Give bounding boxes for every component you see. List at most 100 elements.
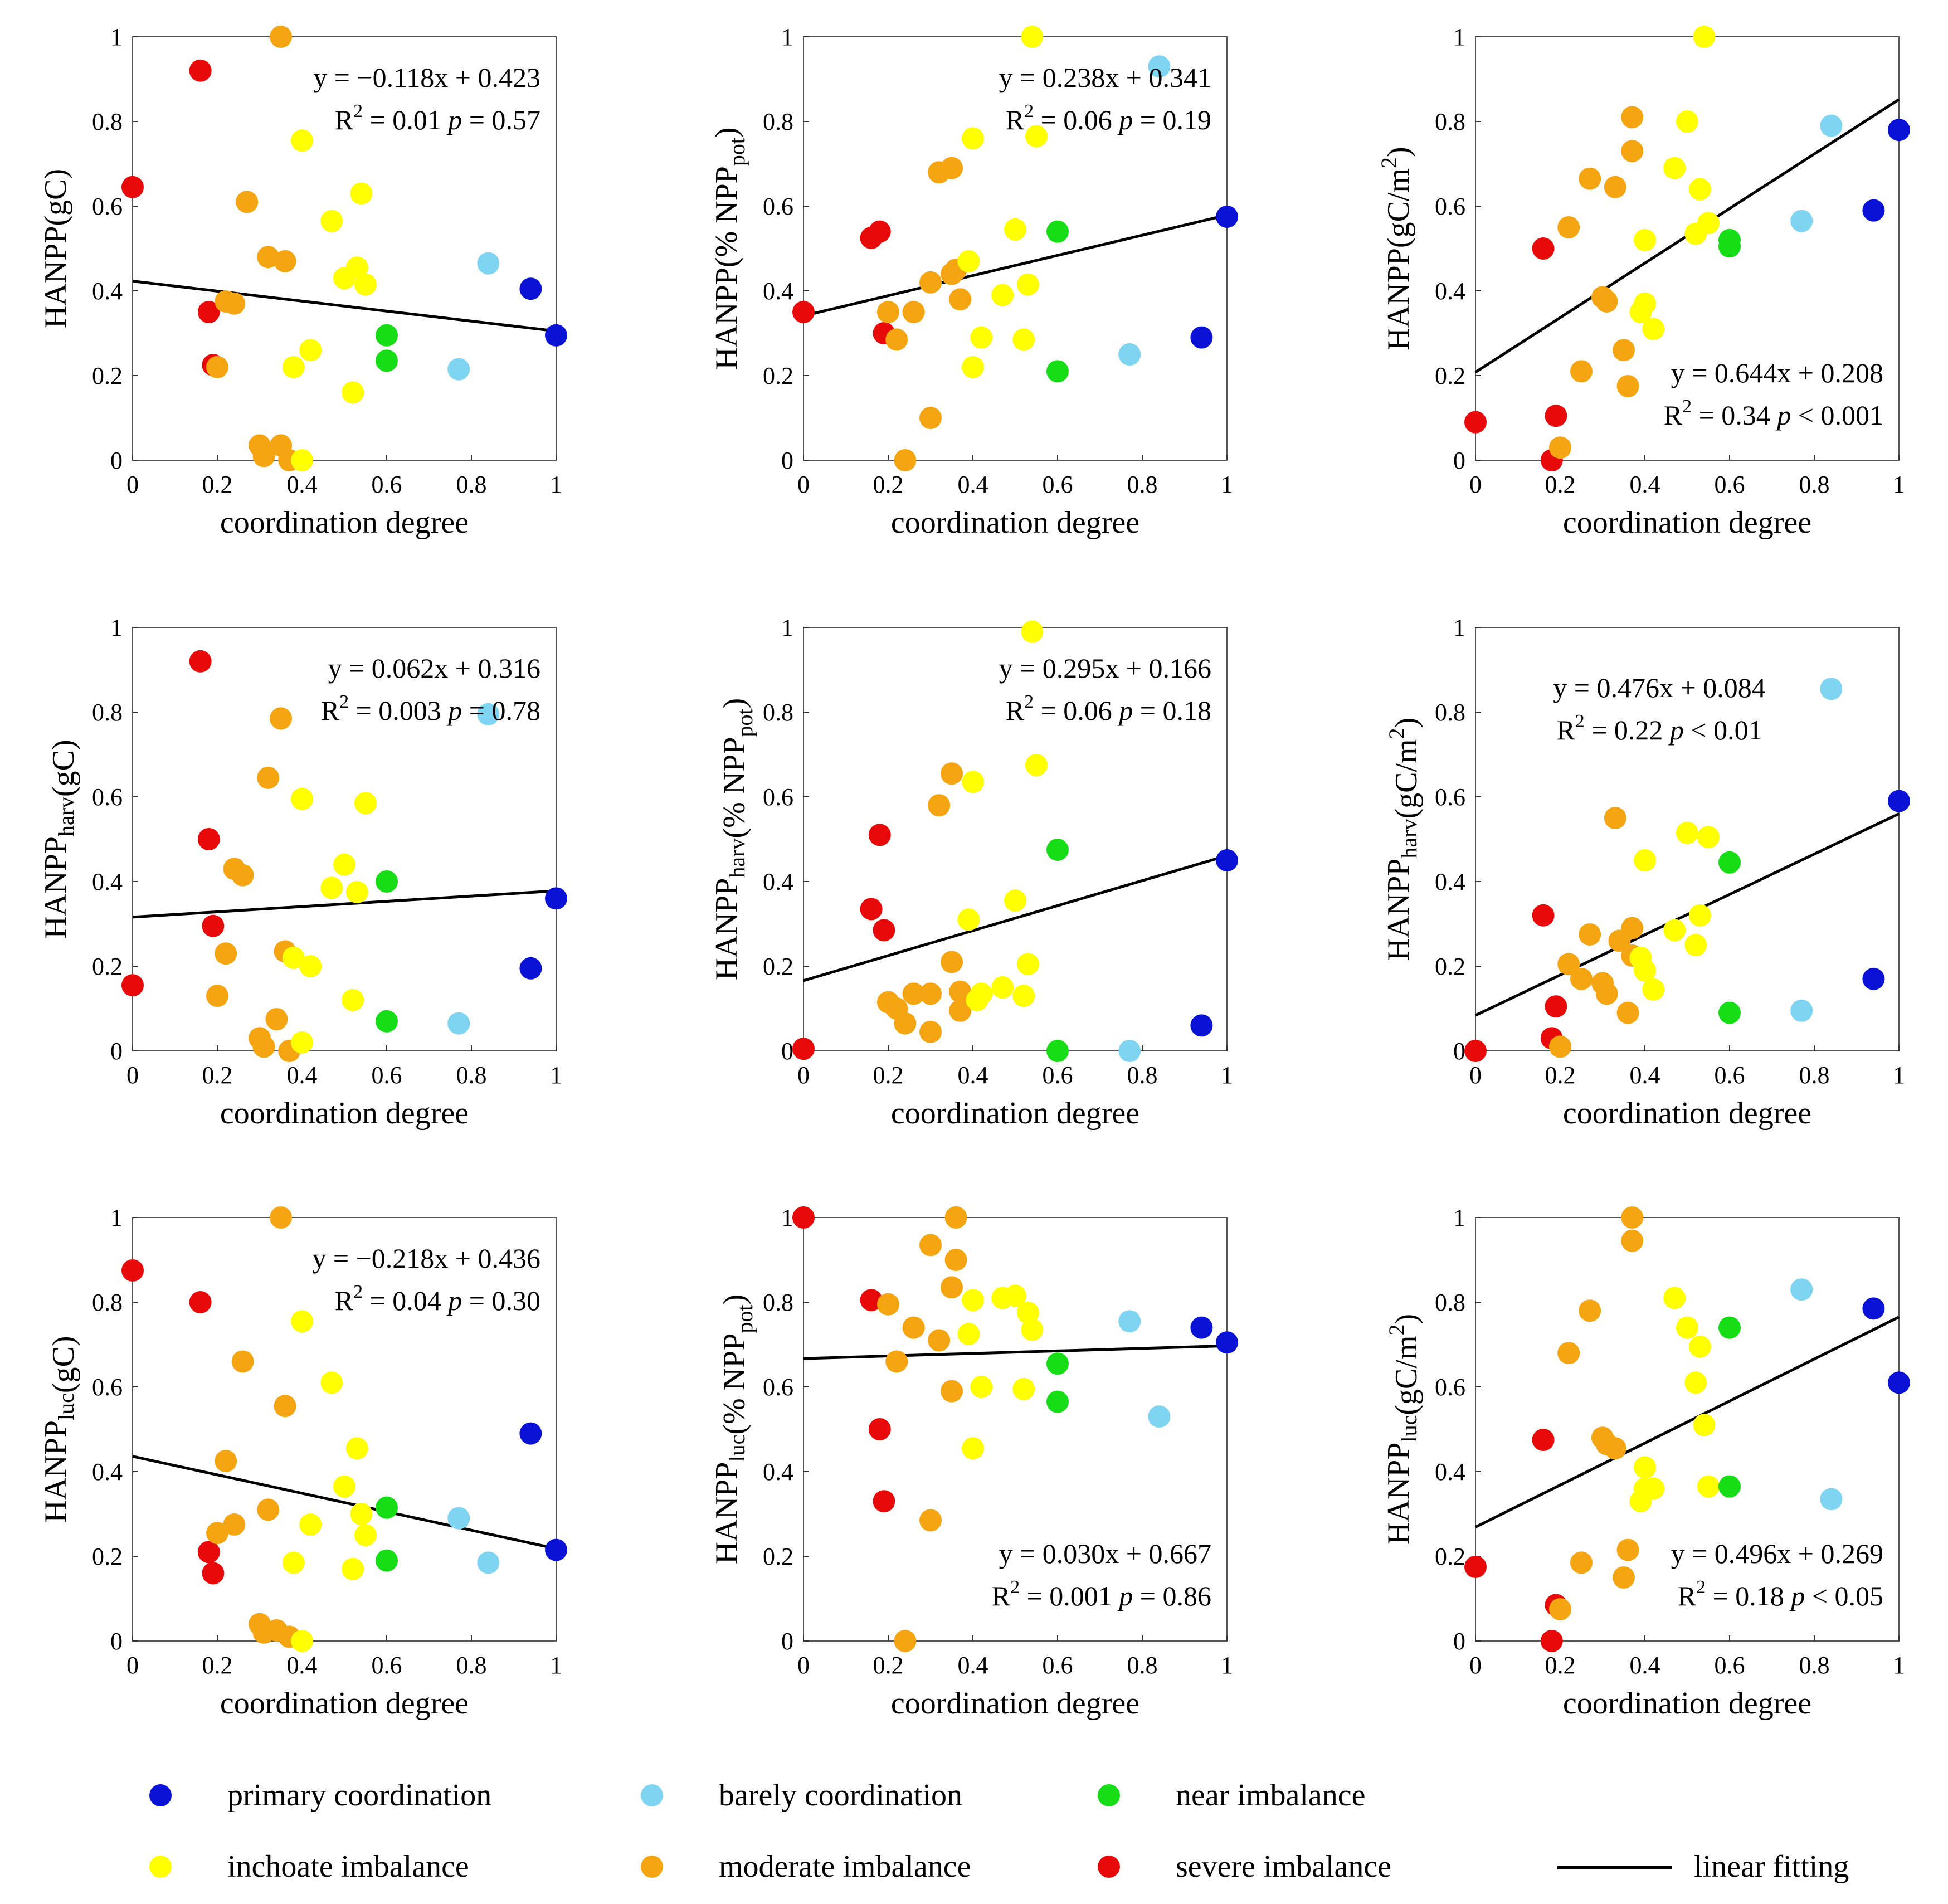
fit-statistics: R2 = 0.22 p < 0.01: [1556, 711, 1762, 746]
y-tick-label: 0.2: [763, 362, 793, 389]
data-point-severe: [873, 919, 895, 942]
fit-statistics: R2 = 0.001 p = 0.86: [992, 1577, 1211, 1611]
data-point-inchoate: [342, 1557, 364, 1580]
data-point-severe: [1532, 237, 1555, 260]
data-point-inchoate: [333, 1475, 355, 1498]
data-point-moderate: [1579, 923, 1601, 946]
data-point-inchoate: [282, 1551, 305, 1574]
data-point-severe: [792, 1206, 815, 1229]
data-point-near: [376, 1010, 398, 1033]
linear-fit-line: [132, 889, 557, 919]
data-point-inchoate: [970, 326, 993, 349]
data-point-inchoate: [962, 1289, 984, 1312]
data-point-moderate: [1604, 176, 1626, 198]
data-point-moderate: [1570, 1551, 1593, 1574]
data-point-moderate: [1557, 953, 1580, 976]
data-point-near: [376, 870, 398, 893]
data-point-inchoate: [354, 273, 377, 296]
data-point-moderate: [944, 1206, 967, 1229]
data-point-severe: [121, 1259, 144, 1282]
data-point-inchoate: [991, 284, 1014, 306]
data-point-severe: [860, 898, 883, 921]
data-point-primary: [1216, 1331, 1238, 1354]
data-point-primary: [1862, 967, 1885, 990]
data-point-severe: [1545, 405, 1567, 427]
legend: primary coordination barely coordination n…: [149, 1778, 1849, 1884]
data-point-severe: [1464, 1556, 1487, 1578]
y-tick-label: 0.6: [763, 1374, 793, 1401]
x-tick-label: 0.6: [1043, 1061, 1073, 1089]
data-point-severe: [197, 1541, 220, 1564]
x-axis-label: coordination degree: [891, 1096, 1139, 1131]
y-tick-label: 0: [110, 1038, 123, 1065]
data-point-inchoate: [1012, 985, 1035, 1007]
data-point-moderate: [1613, 339, 1635, 362]
data-point-inchoate: [1684, 1371, 1707, 1394]
y-tick-label: 0.4: [763, 868, 793, 895]
data-point-severe: [792, 1038, 815, 1060]
data-point-near: [1046, 360, 1069, 383]
legend-marker-inchoate: [149, 1856, 172, 1878]
x-tick-label: 0.8: [456, 1061, 487, 1089]
x-tick-label: 0.4: [958, 1061, 988, 1089]
data-point-near: [376, 324, 398, 347]
y-tick-label: 0.2: [763, 953, 793, 980]
y-tick-label: 0: [781, 1038, 793, 1065]
data-point-moderate: [894, 1012, 917, 1035]
data-point-moderate: [206, 1522, 228, 1545]
data-point-barely: [1820, 678, 1843, 700]
linear-fit-line: [803, 1344, 1228, 1360]
y-tick-label: 0: [110, 1628, 123, 1655]
data-point-moderate: [236, 191, 259, 213]
data-point-inchoate: [320, 1371, 343, 1394]
data-point-barely: [477, 703, 500, 725]
data-point-primary: [1190, 1316, 1213, 1339]
x-axis-label: coordination degree: [220, 505, 469, 540]
x-tick-label: 0: [1469, 1652, 1482, 1679]
legend-marker-near: [1098, 1784, 1120, 1806]
data-point-inchoate: [957, 1323, 980, 1345]
data-point-inchoate: [291, 1031, 313, 1054]
x-tick-label: 0.2: [873, 471, 904, 498]
data-point-inchoate: [291, 1310, 313, 1333]
data-point-moderate: [919, 1020, 942, 1043]
data-point-inchoate: [1663, 157, 1686, 179]
y-tick-label: 0.6: [92, 193, 123, 220]
data-point-moderate: [928, 1329, 951, 1352]
y-tick-label: 0.6: [763, 193, 793, 220]
fit-statistics: R2 = 0.04 p = 0.30: [335, 1282, 540, 1316]
y-tick-label: 0.8: [92, 699, 123, 726]
y-tick-label: 0.2: [763, 1543, 793, 1570]
data-point-moderate: [274, 1395, 296, 1418]
data-point-primary: [1216, 849, 1238, 871]
data-point-inchoate: [342, 381, 364, 404]
data-point-moderate: [270, 26, 292, 48]
data-point-primary: [1862, 1297, 1885, 1320]
data-point-barely: [1148, 55, 1171, 78]
x-tick-label: 0.2: [202, 471, 233, 498]
x-tick-label: 0.2: [1545, 471, 1576, 498]
y-tick-label: 0: [1453, 1628, 1465, 1655]
data-point-inchoate: [1016, 273, 1039, 296]
x-tick-label: 0.6: [1043, 1652, 1073, 1679]
data-point-primary: [545, 324, 567, 347]
data-point-inchoate: [342, 988, 364, 1011]
data-point-inchoate: [1693, 26, 1716, 48]
data-point-moderate: [252, 445, 275, 468]
data-point-barely: [447, 1012, 470, 1035]
x-axis-label: coordination degree: [891, 505, 1139, 540]
fit-equation: y = 0.295x + 0.166: [999, 652, 1211, 684]
x-tick-label: 0.8: [1127, 1061, 1158, 1089]
data-point-moderate: [919, 1509, 942, 1532]
x-axis-label: coordination degree: [1563, 505, 1811, 540]
fit-equation: y = 0.496x + 0.269: [1671, 1538, 1883, 1569]
x-tick-label: 0: [126, 1061, 139, 1089]
y-tick-label: 0.2: [92, 953, 123, 980]
data-point-moderate: [257, 1498, 280, 1521]
x-axis-label: coordination degree: [220, 1096, 469, 1131]
data-point-severe: [121, 176, 144, 198]
y-tick-label: 0.6: [1435, 783, 1465, 811]
y-axis-label: HANPPluc(gC/m2): [1381, 1314, 1424, 1545]
data-point-barely: [1820, 114, 1843, 137]
y-axis-label: HANPPharv(% NPPpot): [709, 698, 757, 981]
